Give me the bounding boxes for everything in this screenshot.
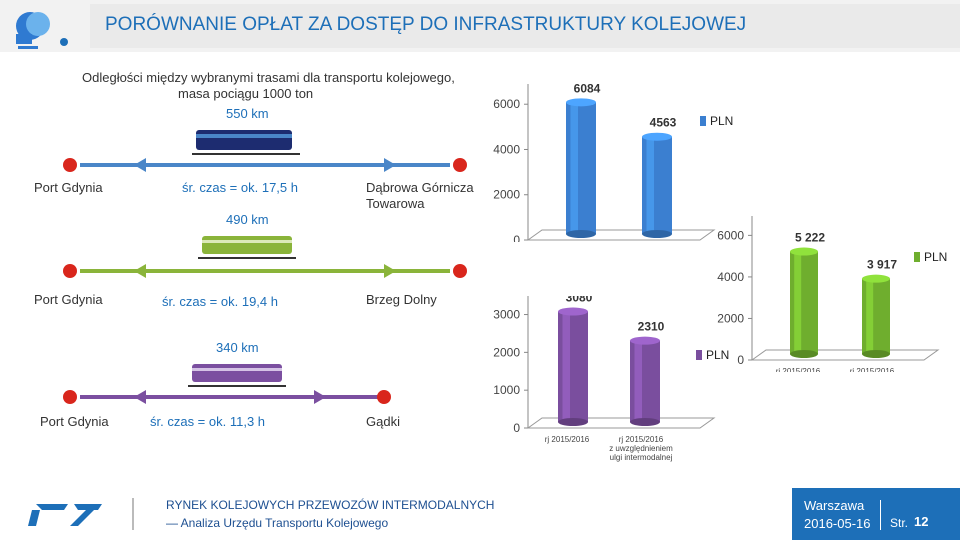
bar-top — [566, 98, 596, 107]
footer-right-panel — [792, 488, 960, 540]
legend-label: PLN — [924, 250, 947, 264]
route2-line — [63, 264, 467, 278]
footer-city: Warszawa — [804, 498, 865, 513]
route1-distance: 550 km — [226, 106, 269, 121]
intro-line1: Odległości między wybranymi trasami dla … — [82, 70, 455, 85]
footer-line2: — Analiza Urzędu Transportu Kolejowego — [166, 516, 389, 530]
page-label: Str. — [890, 516, 909, 530]
y-tick-label: 2000 — [493, 345, 520, 359]
category-label: rj 2015/2016 — [545, 435, 590, 444]
route3-to: Gądki — [366, 414, 400, 429]
header-bar — [90, 4, 960, 48]
bar-base — [566, 230, 596, 238]
footer-right-divider — [880, 500, 881, 530]
bar-highlight — [646, 136, 654, 234]
data-label: 4563 — [650, 116, 677, 130]
route1-line — [63, 158, 467, 172]
route3-time: śr. czas = ok. 11,3 h — [150, 414, 266, 429]
data-label: 6084 — [574, 81, 601, 95]
bar-top — [642, 132, 672, 141]
chart-floor — [526, 417, 716, 429]
route1-from: Port Gdynia — [34, 180, 103, 195]
bar-top — [790, 247, 818, 256]
bar-top — [630, 336, 660, 345]
legend-label: PLN — [706, 348, 729, 362]
y-tick-label: 1000 — [493, 383, 520, 397]
footer-line1: RYNEK KOLEJOWYCH PRZEWOZÓW INTERMODALNYC… — [166, 498, 495, 512]
chart-route2: 6000 4000 2000 0 5 222 3 917 rj 2015/2016 rj 20… — [717, 216, 947, 372]
data-label: 3080 — [566, 296, 593, 305]
legend-swatch — [914, 252, 920, 262]
train1-icon — [192, 130, 300, 155]
y-tick-label: 2000 — [717, 311, 744, 325]
bar-top — [558, 307, 588, 316]
y-tick-label: 0 — [513, 233, 520, 242]
data-label: 5 222 — [795, 231, 825, 245]
intro-line2: masa pociągu 1000 ton — [178, 86, 314, 101]
data-label: 2310 — [638, 320, 665, 334]
footer-date: 2016-05-16 — [804, 516, 871, 531]
bar-highlight — [634, 340, 642, 422]
route2-distance: 490 km — [226, 212, 269, 227]
bar-base — [862, 350, 890, 358]
y-tick-label: 6000 — [717, 228, 744, 242]
train2-icon — [198, 236, 296, 259]
data-label: 3 917 — [867, 258, 897, 272]
utk-logo-icon — [28, 504, 102, 526]
bar-base — [630, 418, 660, 426]
route2-time: śr. czas = ok. 19,4 h — [162, 294, 278, 309]
category-label: rj 2015/2016 — [776, 367, 821, 372]
bar-base — [558, 418, 588, 426]
y-tick-label: 0 — [513, 421, 520, 435]
route1-time: śr. czas = ok. 17,5 h — [182, 180, 298, 195]
y-tick-label: 2000 — [493, 188, 520, 202]
bar-highlight — [794, 251, 802, 354]
route1-to-line2: Towarowa — [366, 196, 425, 211]
route3-from: Port Gdynia — [40, 414, 109, 429]
chart-floor — [526, 229, 716, 241]
legend-swatch — [700, 116, 706, 126]
y-tick-label: 6000 — [493, 97, 520, 111]
bar-base — [642, 230, 672, 238]
legend-swatch — [696, 350, 702, 360]
bar-highlight — [570, 102, 578, 234]
legend-label: PLN — [710, 114, 733, 128]
page-title: PORÓWNANIE OPŁAT ZA DOSTĘP DO INFRASTRUK… — [105, 14, 747, 35]
route2-from: Port Gdynia — [34, 292, 103, 307]
y-tick-label: 0 — [737, 353, 744, 367]
bar-highlight — [866, 278, 874, 354]
train3-icon — [188, 364, 286, 387]
route2-to: Brzeg Dolny — [366, 292, 437, 307]
bar-top — [862, 274, 890, 283]
y-tick-label: 4000 — [717, 270, 744, 284]
footer-divider — [132, 498, 134, 530]
bar-highlight — [562, 311, 570, 422]
page-number: 12 — [914, 514, 929, 529]
logo-icon — [16, 12, 68, 49]
chart-route3: 3000 2000 1000 0 3080 2310 rj 2015/2016 rj 2015… — [493, 296, 729, 462]
y-tick-label: 3000 — [493, 308, 520, 322]
route3-distance: 340 km — [216, 340, 259, 355]
bar-base — [790, 350, 818, 358]
route1-to-line1: Dąbrowa Górnicza — [366, 180, 474, 195]
route3-line — [63, 390, 391, 404]
y-tick-label: 4000 — [493, 142, 520, 156]
chart-floor — [750, 349, 940, 361]
